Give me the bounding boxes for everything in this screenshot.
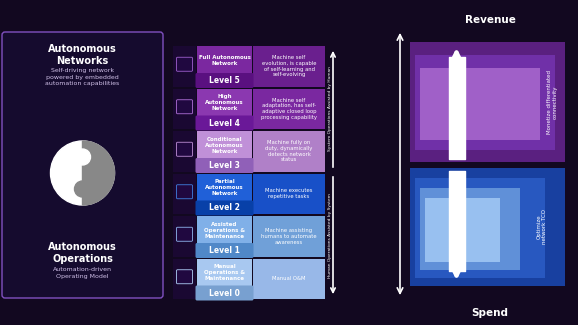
Text: Manual
Operations &
Maintenance: Manual Operations & Maintenance xyxy=(204,265,245,281)
Text: Machine self
evolution, is capable
of self-learning and
self-evolving: Machine self evolution, is capable of se… xyxy=(262,55,316,77)
Text: Machine assisting
humans to automate
awareness: Machine assisting humans to automate awa… xyxy=(261,228,317,244)
Text: Spend: Spend xyxy=(472,308,509,318)
FancyBboxPatch shape xyxy=(195,285,254,301)
FancyBboxPatch shape xyxy=(173,174,196,214)
Bar xyxy=(410,168,565,286)
FancyBboxPatch shape xyxy=(253,258,325,299)
FancyBboxPatch shape xyxy=(173,258,196,299)
Text: Level 3: Level 3 xyxy=(209,161,240,170)
Circle shape xyxy=(75,181,91,197)
FancyBboxPatch shape xyxy=(197,46,252,86)
FancyBboxPatch shape xyxy=(173,216,196,256)
FancyBboxPatch shape xyxy=(176,100,192,114)
FancyBboxPatch shape xyxy=(195,243,254,258)
Bar xyxy=(420,68,540,140)
FancyBboxPatch shape xyxy=(197,88,252,129)
FancyBboxPatch shape xyxy=(176,227,192,241)
Circle shape xyxy=(75,149,91,165)
Text: High
Autonomous
Network: High Autonomous Network xyxy=(205,95,244,111)
FancyBboxPatch shape xyxy=(195,115,254,131)
Text: Level 5: Level 5 xyxy=(209,76,240,85)
Text: Optimize
network TCO: Optimize network TCO xyxy=(536,210,547,244)
Text: Partial
Autonomous
Network: Partial Autonomous Network xyxy=(205,179,244,196)
Text: Self-driving network
powered by embedded
automation capabilities: Self-driving network powered by embedded… xyxy=(46,68,120,86)
FancyBboxPatch shape xyxy=(195,73,254,88)
FancyBboxPatch shape xyxy=(253,46,325,86)
Text: Human Operations Assisted by System: Human Operations Assisted by System xyxy=(328,194,332,279)
FancyBboxPatch shape xyxy=(176,270,192,284)
Text: Level 2: Level 2 xyxy=(209,203,240,213)
Circle shape xyxy=(50,141,114,205)
Text: Level 4: Level 4 xyxy=(209,119,240,127)
Bar xyxy=(415,55,555,150)
Text: Autonomous
Operations: Autonomous Operations xyxy=(48,242,117,264)
Text: Conditional
Autonomous
Network: Conditional Autonomous Network xyxy=(205,137,244,153)
Text: Level 1: Level 1 xyxy=(209,246,240,255)
FancyBboxPatch shape xyxy=(197,131,252,172)
FancyBboxPatch shape xyxy=(253,131,325,172)
Polygon shape xyxy=(83,141,114,205)
Text: Manual O&M: Manual O&M xyxy=(272,276,306,281)
Bar xyxy=(410,42,565,162)
FancyBboxPatch shape xyxy=(195,201,254,215)
FancyBboxPatch shape xyxy=(253,216,325,256)
Text: Autonomous
Networks: Autonomous Networks xyxy=(48,44,117,66)
Bar xyxy=(420,188,520,270)
FancyBboxPatch shape xyxy=(173,131,196,172)
FancyBboxPatch shape xyxy=(173,88,196,129)
FancyBboxPatch shape xyxy=(195,158,254,173)
FancyBboxPatch shape xyxy=(176,185,192,199)
FancyBboxPatch shape xyxy=(197,216,252,256)
Text: Automation-driven
Operating Model: Automation-driven Operating Model xyxy=(53,267,112,279)
Text: Machine self
adaptation, has self-
adaptive closed loop
processing capability: Machine self adaptation, has self- adapt… xyxy=(261,98,317,120)
FancyBboxPatch shape xyxy=(176,142,192,156)
FancyBboxPatch shape xyxy=(2,32,163,298)
Text: Machine fully on
duty, dynamically
detects network
status: Machine fully on duty, dynamically detec… xyxy=(265,140,313,162)
Text: System Operations Assisted by Human: System Operations Assisted by Human xyxy=(328,66,332,151)
Bar xyxy=(415,178,545,278)
Text: Machine executes
repetitive tasks: Machine executes repetitive tasks xyxy=(265,188,313,199)
Text: Level 0: Level 0 xyxy=(209,289,240,297)
Text: Monetize differentiated
connectivity: Monetize differentiated connectivity xyxy=(547,70,557,134)
FancyBboxPatch shape xyxy=(197,258,252,299)
Text: Assisted
Operations &
Maintenance: Assisted Operations & Maintenance xyxy=(204,222,245,239)
Bar xyxy=(425,198,500,262)
Text: Full Autonomous
Network: Full Autonomous Network xyxy=(199,55,250,66)
FancyBboxPatch shape xyxy=(173,46,196,86)
FancyBboxPatch shape xyxy=(253,174,325,214)
Text: Revenue: Revenue xyxy=(465,15,516,25)
FancyBboxPatch shape xyxy=(253,88,325,129)
FancyBboxPatch shape xyxy=(176,57,192,71)
FancyBboxPatch shape xyxy=(197,174,252,214)
